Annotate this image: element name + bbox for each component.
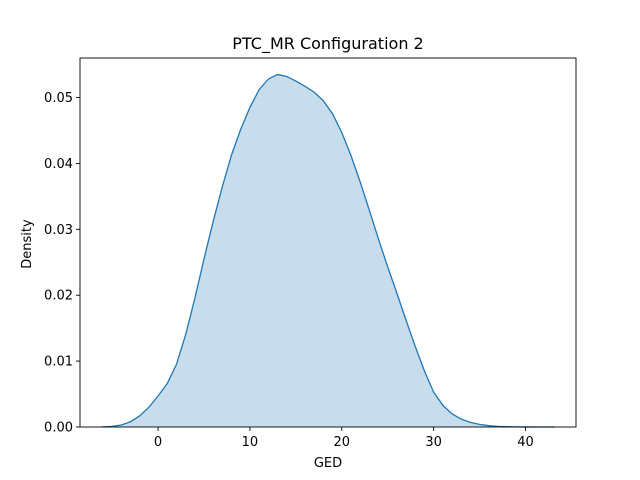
y-tick-label: 0.04 [44,157,73,172]
y-tick-label: 0.03 [44,223,73,238]
x-tick-label: 30 [425,435,442,450]
chart-title: PTC_MR Configuration 2 [232,34,423,54]
x-tick-label: 20 [334,435,351,450]
plot-area [101,73,555,428]
density-area-0 [101,74,555,427]
axes: 0 10 20 30 40 0.00 0.01 0.02 0.03 0.04 0.05 [44,57,577,450]
y-tick-label: 0.01 [44,355,73,370]
x-tick-label: 40 [517,435,534,450]
y-tick-label: 0.05 [44,91,73,106]
axes-frame [79,57,577,428]
y-tick-label: 0.02 [44,289,73,304]
y-axis-label: Density [20,219,35,269]
x-tick-label: 10 [242,435,259,450]
x-axis-label: GED [314,456,342,471]
density-line-0 [101,73,555,428]
x-tick-label: 0 [154,435,162,450]
y-tick-label: 0.00 [44,421,73,436]
